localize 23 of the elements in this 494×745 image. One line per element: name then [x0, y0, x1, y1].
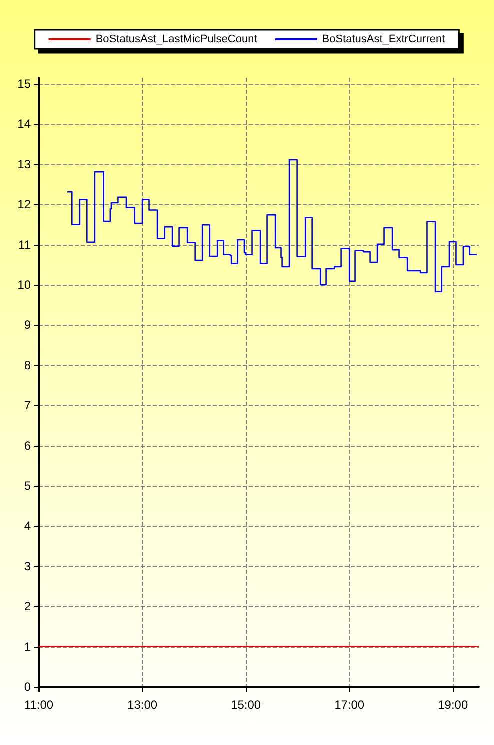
x-tick-label: 17:00 — [334, 698, 365, 712]
y-tick-label: 6 — [24, 438, 32, 453]
y-tick-label: 8 — [24, 358, 32, 372]
y-tick-label: 10 — [18, 278, 32, 292]
x-tick-label: 11:00 — [24, 698, 54, 712]
y-tick-label: 13 — [18, 157, 32, 172]
y-tick-label: 11 — [18, 238, 32, 252]
x-tick-label: 13:00 — [128, 698, 158, 712]
y-tick-label: 9 — [24, 318, 32, 332]
legend-label: BoStatusAst_LastMicPulseCount — [96, 34, 258, 46]
y-tick-label: 15 — [18, 77, 32, 92]
y-tick-label: 3 — [24, 559, 32, 574]
y-tick-label: 7 — [24, 398, 32, 413]
y-tick-label: 14 — [18, 117, 32, 132]
y-tick-label: 12 — [18, 198, 32, 212]
x-tick-label: 19:00 — [438, 698, 468, 712]
y-tick-label: 1 — [24, 640, 32, 654]
y-tick-label: 4 — [24, 519, 32, 534]
x-tick-label: 15:00 — [231, 698, 262, 712]
y-tick-label: 2 — [24, 600, 32, 614]
legend-label: BoStatusAst_ExtrCurrent — [322, 34, 446, 46]
y-tick-label: 0 — [24, 680, 32, 694]
y-tick-label: 5 — [24, 478, 32, 493]
